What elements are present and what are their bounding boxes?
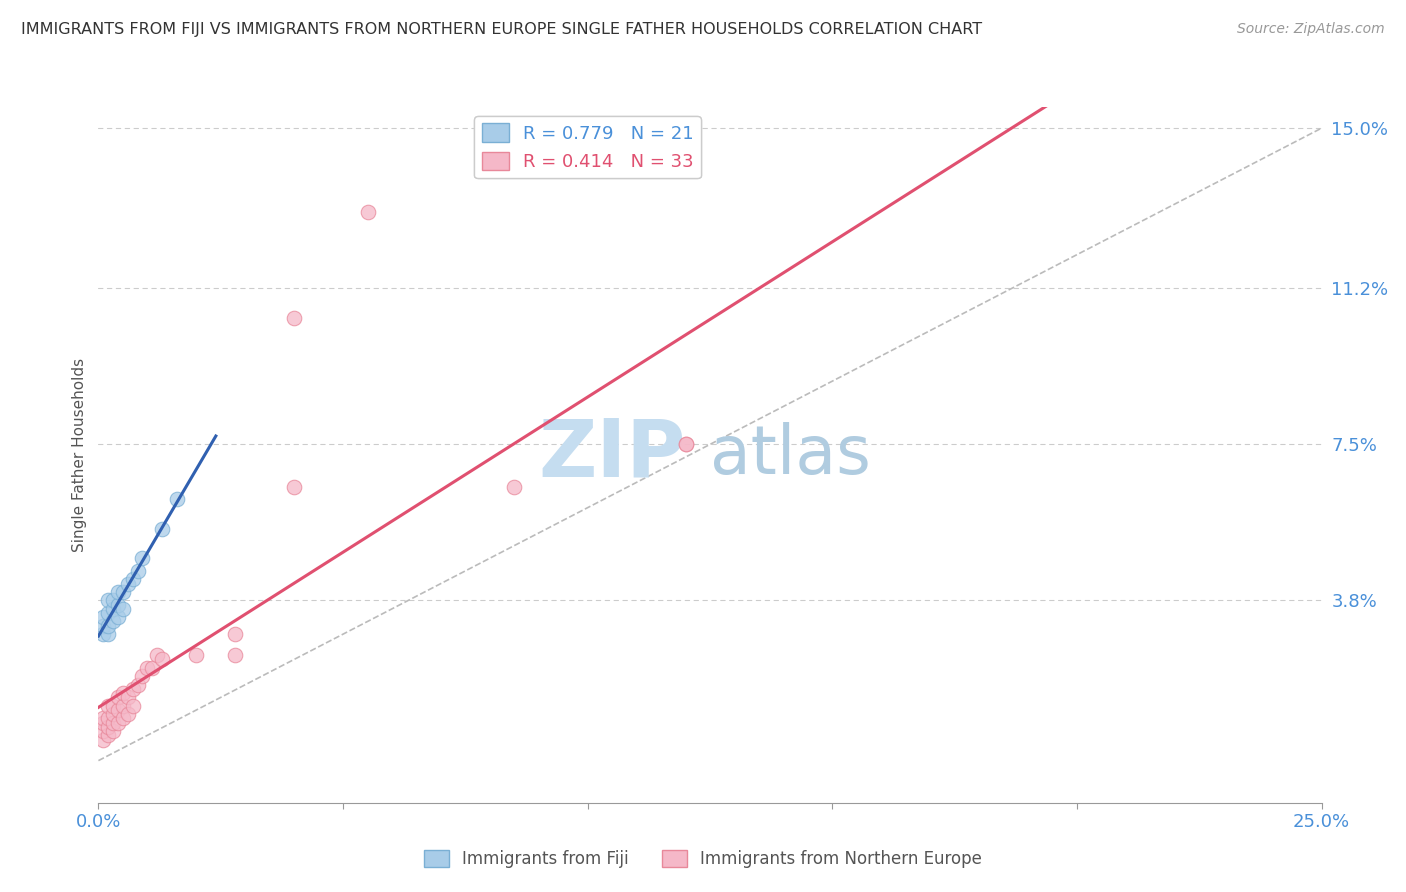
- Point: [121, 572, 143, 586]
- Point: [127, 678, 149, 692]
- Point: [166, 492, 188, 507]
- Point: [91, 618, 114, 632]
- Point: [141, 661, 163, 675]
- Point: [107, 715, 129, 730]
- Point: [97, 618, 120, 632]
- Point: [503, 479, 526, 493]
- Point: [150, 652, 173, 666]
- Point: [107, 703, 129, 717]
- Point: [91, 724, 114, 739]
- Y-axis label: Single Father Households: Single Father Households: [72, 358, 87, 552]
- Point: [117, 707, 139, 722]
- Point: [91, 732, 114, 747]
- Point: [283, 479, 305, 493]
- Point: [131, 551, 153, 566]
- Point: [107, 585, 129, 599]
- Point: [101, 615, 124, 629]
- Point: [224, 648, 246, 663]
- Point: [111, 686, 134, 700]
- Point: [101, 698, 124, 713]
- Point: [91, 627, 114, 641]
- Point: [675, 437, 697, 451]
- Point: [97, 698, 120, 713]
- Text: atlas: atlas: [710, 422, 870, 488]
- Point: [121, 698, 143, 713]
- Point: [107, 610, 129, 624]
- Point: [91, 715, 114, 730]
- Point: [101, 724, 124, 739]
- Point: [117, 576, 139, 591]
- Point: [97, 728, 120, 742]
- Point: [107, 690, 129, 705]
- Point: [111, 711, 134, 725]
- Point: [97, 593, 120, 607]
- Text: IMMIGRANTS FROM FIJI VS IMMIGRANTS FROM NORTHERN EUROPE SINGLE FATHER HOUSEHOLDS: IMMIGRANTS FROM FIJI VS IMMIGRANTS FROM …: [21, 22, 983, 37]
- Point: [107, 598, 129, 612]
- Point: [111, 698, 134, 713]
- Point: [111, 602, 134, 616]
- Point: [91, 711, 114, 725]
- Point: [186, 648, 208, 663]
- Point: [117, 690, 139, 705]
- Point: [675, 437, 697, 451]
- Point: [224, 627, 246, 641]
- Point: [356, 205, 378, 219]
- Point: [136, 661, 159, 675]
- Text: Source: ZipAtlas.com: Source: ZipAtlas.com: [1237, 22, 1385, 37]
- Legend: Immigrants from Fiji, Immigrants from Northern Europe: Immigrants from Fiji, Immigrants from No…: [418, 843, 988, 875]
- Point: [146, 648, 169, 663]
- Point: [101, 715, 124, 730]
- Point: [121, 681, 143, 696]
- Text: ZIP: ZIP: [538, 416, 686, 494]
- Point: [111, 585, 134, 599]
- Point: [97, 606, 120, 620]
- Point: [91, 610, 114, 624]
- Point: [101, 602, 124, 616]
- Point: [97, 711, 120, 725]
- Point: [97, 720, 120, 734]
- Point: [127, 564, 149, 578]
- Point: [101, 707, 124, 722]
- Point: [97, 627, 120, 641]
- Point: [283, 310, 305, 325]
- Point: [150, 522, 173, 536]
- Legend: R = 0.779   N = 21, R = 0.414   N = 33: R = 0.779 N = 21, R = 0.414 N = 33: [474, 116, 702, 178]
- Point: [131, 669, 153, 683]
- Point: [101, 593, 124, 607]
